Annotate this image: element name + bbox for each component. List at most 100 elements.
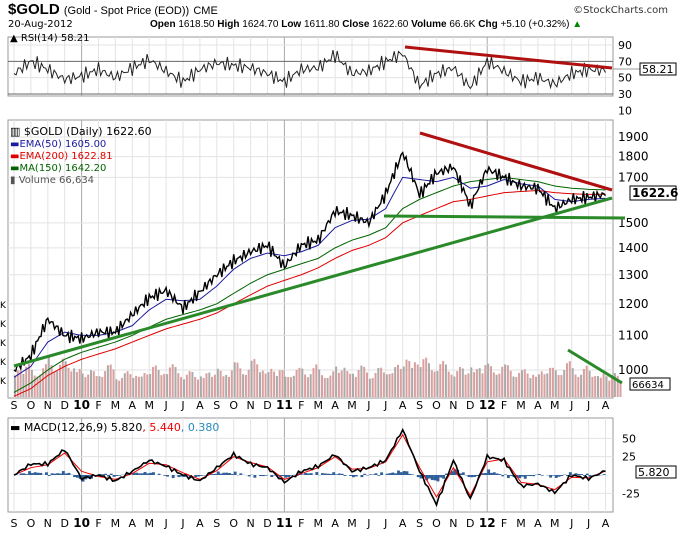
macd-histogram-bar	[343, 475, 347, 476]
volume-bar	[121, 377, 123, 397]
date: 20-Aug-2012	[8, 19, 73, 30]
price-tick-label: 1300	[618, 268, 649, 282]
price-tick-label: 1400	[618, 241, 649, 255]
volume-bar	[149, 373, 152, 397]
volume-axis-label: K	[0, 301, 7, 311]
volume-bar	[39, 374, 42, 397]
volume-bar	[188, 371, 191, 397]
x-tick-label: 10	[73, 516, 90, 530]
macd-histogram-bar	[411, 474, 415, 475]
macd-histogram-bar	[30, 473, 34, 475]
x-tick-label: D	[466, 517, 474, 530]
volume-bar	[171, 364, 174, 397]
price-tick-label: 1000	[618, 363, 649, 377]
volume-bar	[180, 377, 183, 397]
volume-bar	[233, 362, 236, 397]
volume-bar	[22, 373, 25, 397]
volume-bar	[19, 370, 22, 397]
macd-histogram-bar	[419, 475, 423, 479]
macd-histogram-bar	[444, 473, 448, 475]
rsi-tick-label: 30	[618, 88, 632, 101]
macd-histogram-bar	[425, 475, 429, 481]
macd-histogram-bar	[22, 473, 26, 475]
x-tick-label: F	[95, 517, 101, 530]
volume-bar	[312, 368, 315, 397]
macd-histogram-bar	[436, 475, 440, 482]
macd-histogram-bar	[19, 473, 23, 475]
volume-bar	[540, 371, 543, 397]
volume-bar	[67, 367, 70, 397]
ma150-legend: ▬MA(150) 1642.20	[10, 163, 107, 174]
x-tick-label: A	[399, 517, 407, 530]
macd-histogram-bar	[566, 475, 569, 477]
volume-bar	[250, 360, 253, 397]
price-tick-label: 1200	[618, 297, 649, 311]
rsi-tick-label: 50	[618, 72, 632, 85]
x-tick-label: A	[196, 517, 204, 530]
price-tick-label: 1800	[618, 150, 649, 164]
volume-bar	[278, 370, 281, 397]
x-tick-label: A	[129, 399, 137, 412]
volume-bar	[174, 367, 177, 397]
volume-bar	[563, 370, 566, 397]
volume-bar	[363, 366, 366, 397]
macd-last-box	[635, 465, 677, 479]
macd-histogram-bar	[199, 475, 203, 476]
volume-bar	[571, 368, 574, 397]
volume-bar	[340, 370, 343, 397]
volume-bar	[228, 376, 230, 397]
macd-histogram-bar	[475, 475, 479, 477]
macd-histogram-bar	[402, 471, 406, 475]
macd-histogram-bar	[25, 474, 29, 475]
x-tick-label: A	[534, 399, 542, 412]
x-tick-label: M	[347, 517, 357, 530]
volume-bar	[211, 376, 214, 397]
x-tick-label: N	[246, 517, 254, 530]
macd-histogram-bar	[306, 473, 310, 475]
volume-bar	[481, 373, 484, 397]
macd-histogram-bar	[399, 472, 403, 475]
macd-histogram-bar	[259, 475, 262, 477]
volume-bar	[509, 370, 512, 397]
volume-bar	[591, 376, 594, 397]
volume-bar	[537, 374, 540, 397]
volume-bar	[366, 372, 368, 397]
macd-histogram-bar	[180, 475, 184, 477]
x-tick-label: M	[347, 399, 357, 412]
volume-bar	[456, 371, 459, 397]
macd-histogram-bar	[146, 473, 150, 475]
macd-histogram-bar	[416, 475, 420, 478]
volume-bar	[582, 368, 585, 397]
x-tick-label: 10	[73, 398, 90, 412]
volume-bar	[335, 366, 338, 397]
macd-histogram-bar	[504, 474, 507, 475]
macd-histogram-bar	[152, 472, 155, 475]
macd-histogram-bar	[354, 475, 358, 477]
volume-bar	[295, 369, 298, 397]
support-line-green	[383, 214, 626, 220]
macd-histogram-bar	[461, 472, 465, 475]
macd-histogram-bar	[61, 471, 65, 475]
x-tick-label: D	[263, 399, 271, 412]
macd-histogram-bar	[290, 475, 293, 476]
volume-bar	[166, 374, 169, 397]
volume-bar	[292, 375, 295, 397]
ema200-legend: ▬EMA(200) 1622.81	[10, 151, 113, 162]
volume-bar	[408, 361, 411, 397]
macd-histogram-bar	[368, 474, 372, 475]
macd-histogram-bar	[239, 473, 243, 475]
macd-histogram-bar	[588, 475, 592, 477]
volume-bar	[557, 375, 560, 397]
x-tick-label: M	[111, 517, 121, 530]
macd-tick-label: 50	[622, 432, 636, 445]
x-tick-label: O	[27, 517, 36, 530]
price-line	[13, 151, 607, 373]
macd-histogram-bar	[75, 475, 79, 478]
volume-bar	[36, 376, 39, 397]
macd-histogram-bar	[183, 475, 186, 477]
macd-histogram-bar	[450, 471, 454, 475]
macd-histogram-bar	[281, 475, 285, 477]
volume-bar	[492, 372, 495, 397]
macd-histogram-bar	[430, 475, 434, 481]
macd-histogram-bar	[47, 475, 51, 476]
